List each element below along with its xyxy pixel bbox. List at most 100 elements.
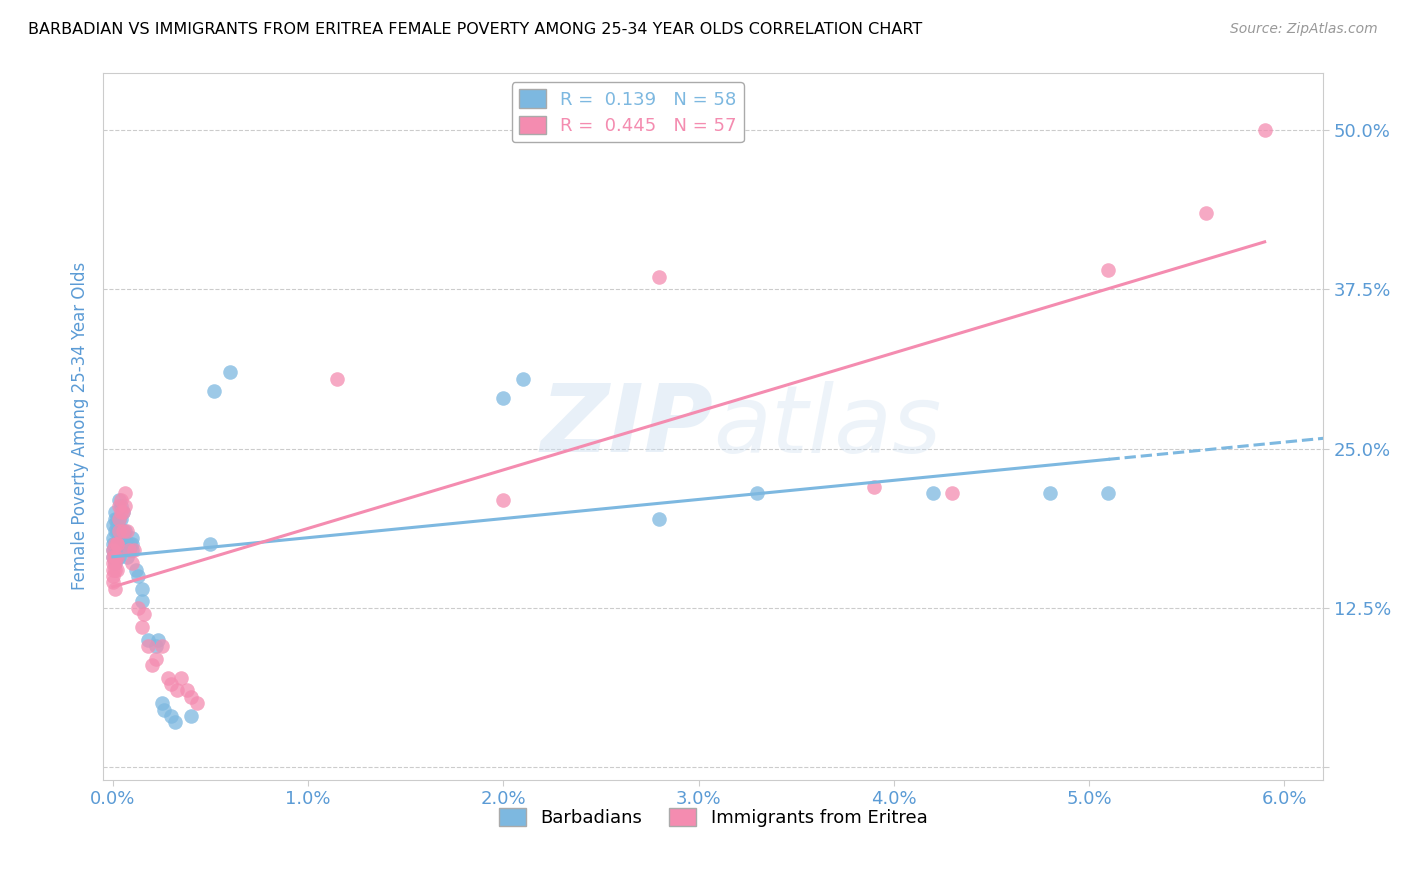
Point: [219, 365, 242, 379]
Point: [166, 683, 188, 698]
Point: [104, 582, 127, 596]
Text: Source: ZipAtlas.com: Source: ZipAtlas.com: [1230, 22, 1378, 37]
Point: [105, 524, 128, 539]
Point: [121, 537, 143, 551]
Point: [648, 269, 671, 284]
Point: [136, 639, 159, 653]
Point: [186, 696, 208, 710]
Point: [111, 505, 134, 519]
Point: [202, 384, 225, 399]
Point: [110, 492, 132, 507]
Point: [104, 549, 127, 564]
Point: [200, 537, 222, 551]
Point: [104, 537, 127, 551]
Point: [101, 562, 124, 576]
Point: [121, 531, 143, 545]
Point: [145, 651, 167, 665]
Point: [107, 524, 129, 539]
Legend: Barbadians, Immigrants from Eritrea: Barbadians, Immigrants from Eritrea: [492, 800, 935, 834]
Point: [492, 492, 515, 507]
Point: [104, 505, 127, 519]
Point: [107, 511, 129, 525]
Point: [146, 632, 169, 647]
Point: [121, 556, 143, 570]
Point: [114, 524, 136, 539]
Point: [110, 511, 132, 525]
Text: atlas: atlas: [713, 381, 942, 472]
Point: [107, 492, 129, 507]
Point: [105, 537, 128, 551]
Point: [156, 671, 179, 685]
Point: [110, 499, 132, 513]
Point: [1097, 486, 1119, 500]
Point: [127, 600, 149, 615]
Point: [101, 549, 124, 564]
Point: [111, 505, 134, 519]
Point: [160, 677, 183, 691]
Point: [131, 594, 153, 608]
Text: BARBADIAN VS IMMIGRANTS FROM ERITREA FEMALE POVERTY AMONG 25-34 YEAR OLDS CORREL: BARBADIAN VS IMMIGRANTS FROM ERITREA FEM…: [28, 22, 922, 37]
Point: [115, 549, 138, 564]
Point: [101, 575, 124, 590]
Point: [105, 537, 128, 551]
Point: [101, 543, 124, 558]
Point: [120, 537, 142, 551]
Point: [101, 518, 124, 533]
Point: [141, 658, 163, 673]
Point: [104, 556, 127, 570]
Point: [105, 549, 128, 564]
Point: [512, 371, 534, 385]
Point: [111, 524, 134, 539]
Point: [101, 543, 124, 558]
Text: ZIP: ZIP: [540, 380, 713, 472]
Point: [180, 709, 202, 723]
Point: [131, 582, 153, 596]
Point: [326, 371, 349, 385]
Point: [1195, 206, 1218, 220]
Point: [117, 543, 139, 558]
Point: [176, 683, 198, 698]
Point: [107, 549, 129, 564]
Point: [104, 524, 127, 539]
Point: [101, 556, 124, 570]
Point: [114, 499, 136, 513]
Point: [1253, 123, 1275, 137]
Point: [110, 524, 132, 539]
Point: [136, 632, 159, 647]
Point: [170, 671, 193, 685]
Point: [117, 543, 139, 558]
Point: [180, 690, 202, 704]
Point: [150, 639, 173, 653]
Point: [115, 537, 138, 551]
Point: [921, 486, 943, 500]
Point: [1097, 263, 1119, 277]
Point: [160, 709, 183, 723]
Y-axis label: Female Poverty Among 25-34 Year Olds: Female Poverty Among 25-34 Year Olds: [72, 262, 89, 591]
Point: [648, 511, 671, 525]
Point: [107, 499, 129, 513]
Point: [125, 562, 148, 576]
Point: [1039, 486, 1062, 500]
Point: [150, 696, 173, 710]
Point: [104, 543, 127, 558]
Point: [105, 537, 128, 551]
Point: [104, 537, 127, 551]
Point: [127, 569, 149, 583]
Point: [104, 511, 127, 525]
Point: [110, 505, 132, 519]
Point: [121, 543, 143, 558]
Point: [114, 537, 136, 551]
Point: [111, 524, 134, 539]
Point: [492, 391, 515, 405]
Point: [124, 543, 146, 558]
Point: [152, 702, 174, 716]
Point: [115, 524, 138, 539]
Point: [104, 556, 127, 570]
Point: [745, 486, 768, 500]
Point: [107, 524, 129, 539]
Point: [105, 562, 128, 576]
Point: [107, 511, 129, 525]
Point: [114, 486, 136, 500]
Point: [105, 549, 128, 564]
Point: [863, 480, 886, 494]
